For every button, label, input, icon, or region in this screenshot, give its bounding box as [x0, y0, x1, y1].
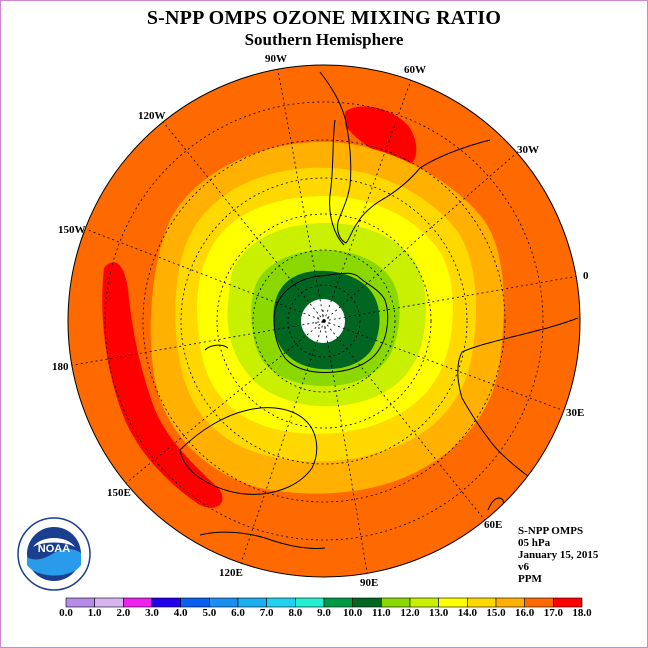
colorbar-swatch: [352, 597, 382, 608]
colorbar-tick-label: 6.0: [231, 607, 245, 619]
colorbar-tick-label: 18.0: [572, 607, 592, 619]
coastlines: [179, 71, 579, 549]
colorbar-swatch: [266, 597, 296, 608]
info-version: v6: [518, 561, 529, 573]
lon-label-30e: 30E: [566, 407, 584, 419]
colorbar-swatch: [123, 597, 153, 608]
colorbar-swatch: [409, 597, 439, 608]
colorbar-tick-label: 17.0: [543, 607, 563, 619]
colorbar-swatch: [237, 597, 267, 608]
noaa-logo-text: NOAA: [38, 543, 70, 555]
band-16-17-north: [345, 106, 417, 166]
coast-south-america-west: [329, 119, 345, 246]
colorbar-tick-label: 8.0: [288, 607, 303, 619]
lon-label-30w: 30W: [517, 144, 539, 156]
colorbar-swatch: [524, 597, 554, 608]
map-subtitle: Southern Hemisphere: [244, 30, 404, 49]
coast-australia: [179, 407, 318, 495]
colorbar-swatch: [295, 597, 325, 608]
colorbar-tick-label: 0.0: [59, 607, 73, 619]
colorbar-tick-label: 3.0: [145, 607, 159, 619]
colorbar-tick-label: 15.0: [486, 607, 506, 619]
colorbar-tick-label: 7.0: [259, 607, 274, 619]
lon-label-120e: 120E: [219, 567, 243, 579]
lon-label-60w: 60W: [404, 64, 426, 76]
colorbar-swatch: [209, 597, 239, 608]
ozone-field: [68, 65, 580, 577]
map-title: S-NPP OMPS OZONE MIXING RATIO: [146, 7, 502, 29]
meridians: [68, 65, 579, 577]
lon-label-120w: 120W: [138, 110, 166, 122]
lon-label-180: 180: [52, 361, 69, 373]
lon-label-90w: 90W: [265, 53, 287, 65]
colorbar-tick-label: 1.0: [87, 607, 102, 619]
colorbar-swatch: [467, 597, 497, 608]
band-16-17-west: [102, 262, 223, 508]
colorbar-swatch: [94, 597, 124, 608]
colorbar-tick-label: 16.0: [515, 607, 535, 619]
colorbar-swatch: [151, 597, 181, 608]
info-instrument: S-NPP OMPS: [518, 525, 584, 537]
colorbar-tick-label: 12.0: [400, 607, 420, 619]
colorbar-tick-label: 5.0: [202, 607, 217, 619]
lon-label-60e: 60E: [484, 519, 502, 531]
coast-new-zealand: [204, 344, 229, 351]
colorbar-swatch: [323, 597, 353, 608]
coast-south-america: [319, 71, 491, 244]
info-date: January 15, 2015: [518, 549, 599, 561]
longitude-labels: 90W 60W 30W 0 30E 60E 90E 120E 150E 180 …: [52, 53, 589, 589]
colorbar-tick-label: 4.0: [173, 607, 188, 619]
colorbar-tick-label: 13.0: [429, 607, 449, 619]
colorbar-swatch: [438, 597, 468, 608]
lon-label-0: 0: [583, 270, 589, 282]
map-boundary: [67, 64, 581, 578]
latitude-circles: [104, 101, 544, 541]
coast-indonesia: [199, 531, 326, 549]
lon-label-150w: 150W: [58, 224, 86, 236]
colorbar-tick-label: 14.0: [457, 607, 477, 619]
colorbar-swatch: [180, 597, 210, 608]
colorbar-swatch: [381, 597, 411, 608]
lon-label-150e: 150E: [107, 487, 131, 499]
colorbar-tick-label: 11.0: [372, 607, 391, 619]
colorbar-swatch: [65, 597, 95, 608]
info-units: PPM: [518, 573, 542, 585]
colorbar-tick-label: 9.0: [317, 607, 331, 619]
lon-label-90e: 90E: [360, 577, 378, 589]
noaa-logo: NOAA: [17, 517, 91, 591]
colorbar-tick-label: 10.0: [343, 607, 363, 619]
info-level: 05 hPa: [518, 537, 551, 549]
info-block: S-NPP OMPS 05 hPa January 15, 2015 v6 PP…: [518, 525, 598, 585]
colorbar: [65, 597, 583, 608]
colorbar-tick-label: 2.0: [116, 607, 131, 619]
coast-antarctica: [273, 272, 389, 373]
colorbar-swatch: [553, 597, 583, 608]
colorbar-swatch: [495, 597, 525, 608]
